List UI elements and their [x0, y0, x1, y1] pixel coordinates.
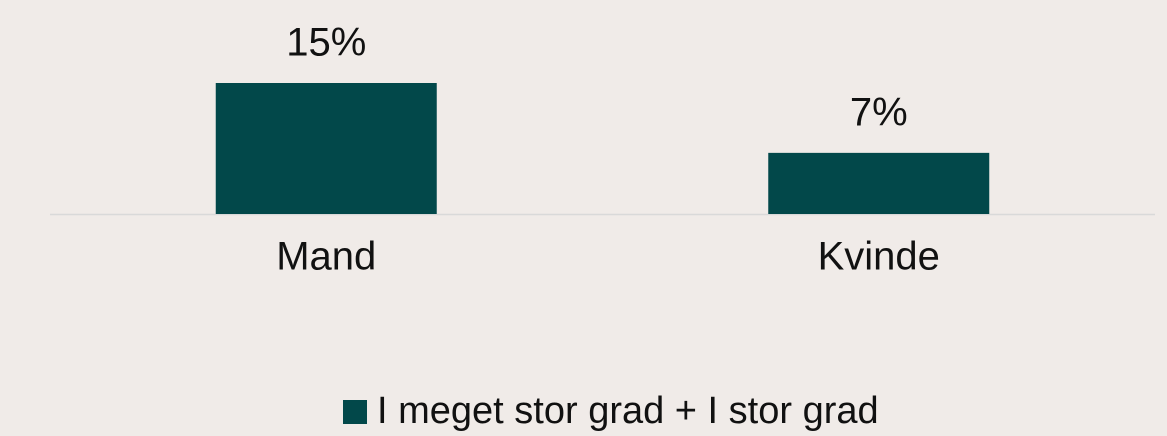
- data-label: 15%: [286, 21, 366, 65]
- legend-swatch: [343, 400, 367, 424]
- bar: [215, 83, 437, 214]
- data-label: 7%: [850, 90, 908, 134]
- legend-label: I meget stor grad + I stor grad: [377, 390, 879, 432]
- x-tick-label: Mand: [276, 235, 376, 279]
- x-tick-label: Kvinde: [818, 235, 940, 279]
- bar: [768, 152, 990, 214]
